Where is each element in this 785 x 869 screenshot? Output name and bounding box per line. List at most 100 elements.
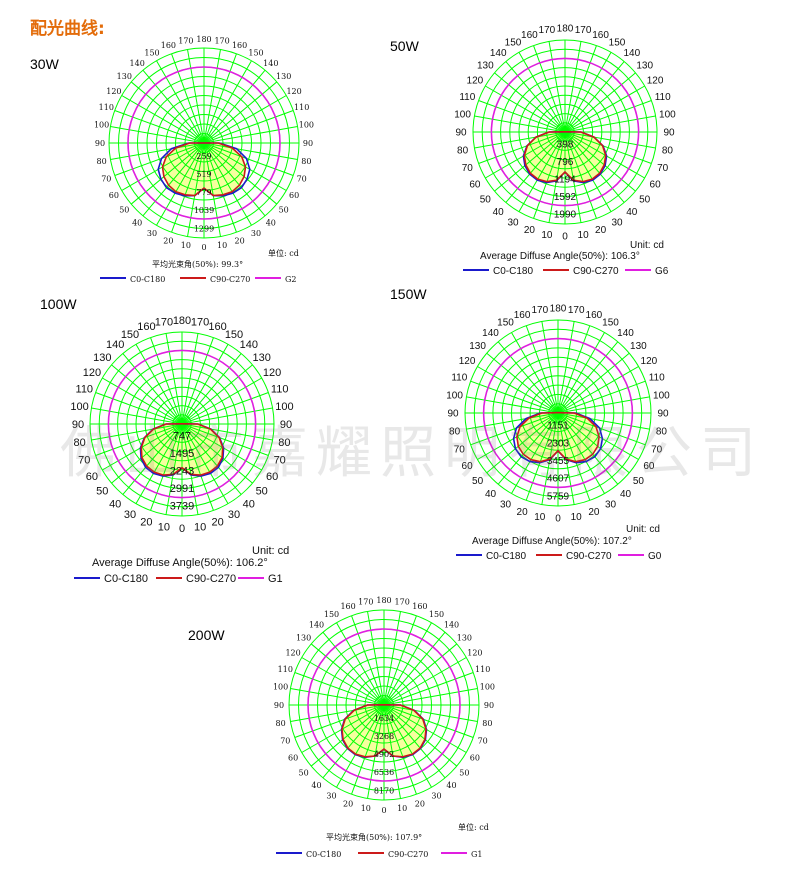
intensity-label: 6536 — [374, 768, 394, 777]
power-label-100w: 100W — [40, 296, 77, 312]
beam-angle-label: Average Diffuse Angle(50%): 106.3° — [480, 251, 640, 262]
legend-label-c90-c270: C90-C270 — [186, 573, 236, 585]
grid-ring — [492, 347, 624, 479]
angle-label: 170 — [575, 25, 592, 36]
legend-label-c90-c270: C90-C270 — [210, 275, 250, 284]
intensity-label: 1039 — [194, 206, 214, 215]
grid-ring — [529, 384, 587, 442]
angle-label: 110 — [99, 103, 114, 112]
angle-label: 10 — [541, 230, 553, 241]
intensity-label: 3739 — [170, 500, 194, 512]
angle-label: 30 — [228, 509, 240, 521]
intensity-label: 4902 — [374, 750, 394, 759]
angle-label: 80 — [301, 157, 311, 166]
angle-label: 80 — [449, 427, 461, 438]
angle-label: 60 — [288, 753, 298, 762]
intensity-label: 2243 — [170, 465, 194, 477]
angle-label: 70 — [657, 163, 669, 174]
grid-ring — [511, 366, 605, 460]
angle-label: 150 — [121, 329, 139, 341]
angle-label: 70 — [462, 163, 474, 174]
angle-label: 120 — [106, 87, 121, 96]
grid-ring — [473, 328, 643, 498]
grid-ring — [355, 676, 413, 734]
intensity-label: 2991 — [170, 483, 194, 495]
angle-label: 100 — [273, 683, 288, 692]
angle-label: 30 — [147, 229, 157, 238]
angle-label: 10 — [578, 230, 590, 241]
grid-ring — [146, 85, 262, 201]
angle-label: 100 — [94, 121, 109, 130]
angle-label: 110 — [278, 665, 293, 674]
angle-label: 80 — [656, 427, 668, 438]
intensity-label: 2303 — [547, 438, 570, 449]
angle-label: 70 — [280, 737, 290, 746]
angle-label: 160 — [586, 310, 603, 321]
angle-label: 70 — [454, 444, 466, 455]
angle-label: 90 — [447, 409, 459, 420]
grid-ring — [89, 331, 275, 517]
angle-label: 40 — [109, 499, 121, 511]
angle-label: 100 — [275, 401, 293, 413]
angle-label: 60 — [650, 180, 662, 191]
power-label-30w: 30W — [30, 56, 59, 72]
grid-ring — [364, 685, 404, 725]
legend-label-c0-c180: C0-C180 — [130, 275, 165, 284]
intensity-label: 519 — [196, 170, 211, 179]
angle-label: 170 — [155, 316, 173, 328]
grid-ring — [527, 94, 603, 170]
angle-label: 130 — [253, 352, 271, 364]
grid-ring — [126, 368, 238, 480]
angle-label: 40 — [626, 207, 638, 218]
angle-label: 140 — [130, 59, 145, 68]
intensity-label: 8170 — [374, 786, 394, 795]
intensity-label: 779 — [196, 188, 211, 197]
angle-label: 130 — [477, 61, 494, 72]
grid-ring — [509, 76, 621, 188]
angle-label: 140 — [444, 620, 459, 629]
legend-label-g6: G6 — [655, 266, 669, 277]
grid-ring — [518, 85, 612, 179]
angle-label: 120 — [83, 367, 101, 379]
legend-label-c90-c270: C90-C270 — [388, 850, 428, 859]
angle-label: 130 — [117, 72, 132, 81]
angle-label: 140 — [623, 48, 640, 59]
angle-label: 20 — [524, 225, 536, 236]
angle-label: 10 — [181, 241, 191, 250]
angle-label: 80 — [457, 146, 469, 157]
angle-label: 180 — [173, 315, 191, 327]
legend-label-c90-c270: C90-C270 — [573, 266, 619, 277]
intensity-label: 1299 — [194, 224, 214, 233]
intensity-label: 5759 — [547, 491, 570, 502]
angle-label: 70 — [297, 174, 307, 183]
legend-label-g2: G2 — [285, 275, 296, 284]
angle-label: 70 — [478, 737, 488, 746]
angle-label: 160 — [137, 321, 155, 333]
angle-label: 0 — [381, 806, 386, 815]
angle-label: 170 — [531, 305, 548, 316]
angle-label: 50 — [256, 486, 268, 498]
angle-label: 130 — [630, 341, 647, 352]
angle-label: 160 — [412, 602, 427, 611]
angle-label: 60 — [470, 753, 480, 762]
angle-label: 60 — [266, 471, 278, 483]
g-reference-circle — [107, 349, 257, 499]
angle-label: 130 — [296, 633, 311, 642]
angle-label: 80 — [278, 437, 290, 449]
angle-label: 10 — [217, 241, 227, 250]
power-label-150w: 150W — [390, 286, 427, 302]
angle-label: 170 — [191, 316, 209, 328]
angle-label: 170 — [568, 305, 585, 316]
intensity-label: 796 — [557, 157, 574, 168]
grid-ring — [500, 67, 630, 197]
angle-label: 80 — [482, 719, 492, 728]
grid-ring — [137, 76, 271, 210]
angle-label: 140 — [482, 328, 499, 339]
angle-label: 20 — [588, 507, 600, 518]
angle-label: 70 — [651, 444, 663, 455]
angle-label: 60 — [643, 461, 655, 472]
angle-label: 90 — [274, 701, 284, 710]
curve-c90-c270 — [523, 131, 607, 183]
